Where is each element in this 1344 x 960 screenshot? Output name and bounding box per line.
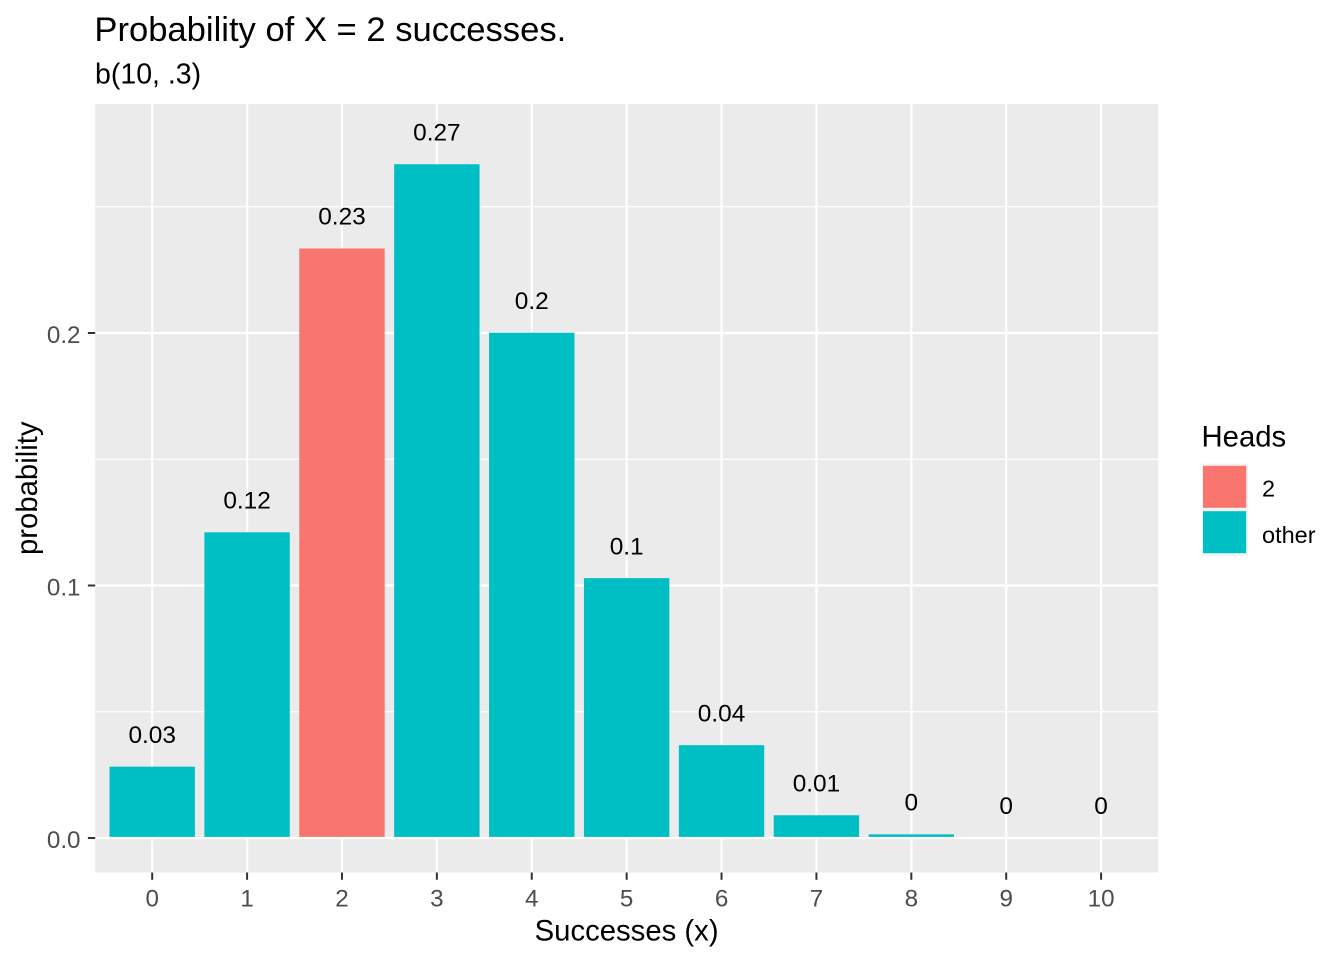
svg-text:0.03: 0.03 — [128, 722, 175, 749]
svg-text:b(10, .3): b(10, .3) — [95, 59, 201, 91]
svg-text:9: 9 — [999, 886, 1012, 913]
svg-text:0: 0 — [145, 886, 158, 913]
svg-text:other: other — [1262, 522, 1316, 548]
svg-text:0.04: 0.04 — [698, 700, 745, 727]
svg-text:0.27: 0.27 — [413, 119, 460, 146]
svg-text:7: 7 — [810, 886, 823, 913]
svg-text:0.0: 0.0 — [47, 827, 81, 854]
svg-text:0.1: 0.1 — [610, 533, 644, 560]
svg-text:0: 0 — [905, 790, 919, 817]
svg-text:0.2: 0.2 — [47, 322, 81, 349]
svg-text:0: 0 — [1094, 793, 1108, 820]
svg-text:3: 3 — [430, 886, 443, 913]
svg-text:0.1: 0.1 — [47, 574, 81, 601]
svg-text:0: 0 — [999, 793, 1013, 820]
svg-text:4: 4 — [525, 886, 538, 913]
svg-text:6: 6 — [715, 886, 728, 913]
svg-text:0.23: 0.23 — [318, 204, 365, 231]
svg-text:1: 1 — [240, 886, 253, 913]
svg-text:10: 10 — [1088, 886, 1115, 913]
svg-text:0.12: 0.12 — [223, 487, 270, 514]
svg-text:Successes (x): Successes (x) — [535, 914, 719, 947]
svg-text:5: 5 — [620, 886, 633, 913]
svg-text:8: 8 — [905, 886, 918, 913]
svg-text:0.2: 0.2 — [515, 288, 549, 315]
svg-text:Probability of X = 2 successes: Probability of X = 2 successes. — [94, 11, 566, 49]
svg-text:Heads: Heads — [1202, 421, 1287, 454]
svg-text:2: 2 — [1262, 475, 1275, 501]
svg-text:2: 2 — [335, 886, 348, 913]
svg-text:0.01: 0.01 — [793, 770, 840, 797]
svg-text:probability: probability — [11, 421, 44, 555]
